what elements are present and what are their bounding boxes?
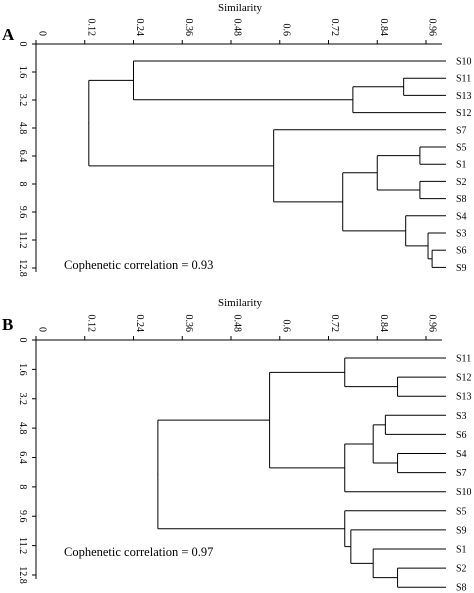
y-tick-label: 3.2 [17, 94, 28, 107]
leaf-label: S3 [456, 229, 467, 240]
leaf-label: S4 [456, 449, 467, 460]
leaf-label: S11 [456, 74, 471, 85]
x-tick-label: 0.24 [134, 19, 145, 37]
y-tick-label: 9.6 [17, 206, 28, 219]
leaf-label: S6 [456, 246, 467, 257]
panel-b: B Similarity 0 0.12 0.24 0.36 0.48 0.6 0.72 0.84 0… [2, 297, 472, 593]
leaf-label: S12 [456, 108, 472, 119]
x-tick-label: 0.36 [183, 19, 194, 37]
leaf-label: S8 [456, 194, 467, 205]
leaf-label: S11 [456, 354, 471, 365]
y-tick-label: 12.8 [17, 566, 28, 584]
leaf-label: S1 [456, 545, 467, 556]
x-tick-label: 0.12 [85, 315, 96, 333]
leaf-label: S4 [456, 211, 467, 222]
x-tick-label: 0.12 [85, 19, 96, 37]
panel-a: A Similarity 0 0.12 0.24 0.36 0.48 0.6 0.72 0.84 0… [2, 2, 472, 277]
leaf-label: S5 [456, 506, 467, 517]
x-axis-title: Similarity [218, 297, 263, 309]
leaf-label: S10 [456, 487, 472, 498]
x-tick-label: 0.6 [280, 24, 291, 37]
x-axis-title: Similarity [218, 2, 263, 14]
leaf-label: S13 [456, 392, 472, 403]
cophenetic-note: Cophenetic correlation = 0.93 [64, 258, 213, 272]
panel-letter: B [2, 315, 13, 334]
y-tick-label: 6.4 [17, 150, 28, 163]
x-tick-label: 0.96 [427, 315, 438, 333]
y-tick-label: 8 [17, 182, 28, 187]
leaf-label: S2 [456, 177, 467, 188]
leaf-label: S3 [456, 411, 467, 422]
x-tick-label: 0.48 [232, 315, 243, 333]
leaf-label: S13 [456, 91, 472, 102]
y-tick-label: 1.6 [17, 363, 28, 376]
x-tick-label: 0.96 [427, 19, 438, 37]
leaf-label: S10 [456, 57, 472, 68]
y-tick-label: 11.2 [17, 537, 28, 554]
y-tick-label: 0 [17, 42, 28, 47]
leaf-label: S9 [456, 263, 467, 274]
y-tick-label: 0 [17, 338, 28, 343]
leaf-label: S1 [456, 160, 467, 171]
y-tick-label: 3.2 [17, 393, 28, 406]
y-tick-label: 4.8 [17, 422, 28, 435]
x-tick-label: 0.36 [183, 315, 194, 333]
x-tick-label: 0.72 [329, 19, 340, 37]
leaf-label: S2 [456, 564, 467, 575]
x-tick-label: 0.48 [232, 19, 243, 37]
leaf-label: S7 [456, 468, 467, 479]
leaf-label: S12 [456, 373, 472, 384]
x-tick-label: 0.84 [378, 19, 389, 37]
leaf-label: S7 [456, 125, 467, 136]
leaf-label: S5 [456, 143, 467, 154]
y-tick-label: 4.8 [17, 122, 28, 135]
x-tick-label: 0.84 [378, 315, 389, 333]
y-tick-label: 8 [17, 484, 28, 489]
x-tick-label: 0 [37, 31, 48, 36]
x-tick-label: 0 [37, 327, 48, 332]
y-tick-label: 11.2 [17, 231, 28, 248]
panel-letter: A [2, 25, 15, 44]
y-tick-label: 6.4 [17, 451, 28, 464]
y-tick-label: 12.8 [17, 259, 28, 277]
y-tick-label: 9.6 [17, 510, 28, 523]
y-tick-label: 1.6 [17, 66, 28, 79]
x-tick-label: 0.24 [134, 315, 145, 333]
x-tick-label: 0.72 [329, 315, 340, 333]
leaf-label: S8 [456, 583, 467, 593]
cophenetic-note: Cophenetic correlation = 0.97 [64, 545, 213, 559]
leaf-label: S9 [456, 525, 467, 536]
x-tick-label: 0.6 [280, 320, 291, 333]
leaf-label: S6 [456, 430, 467, 441]
